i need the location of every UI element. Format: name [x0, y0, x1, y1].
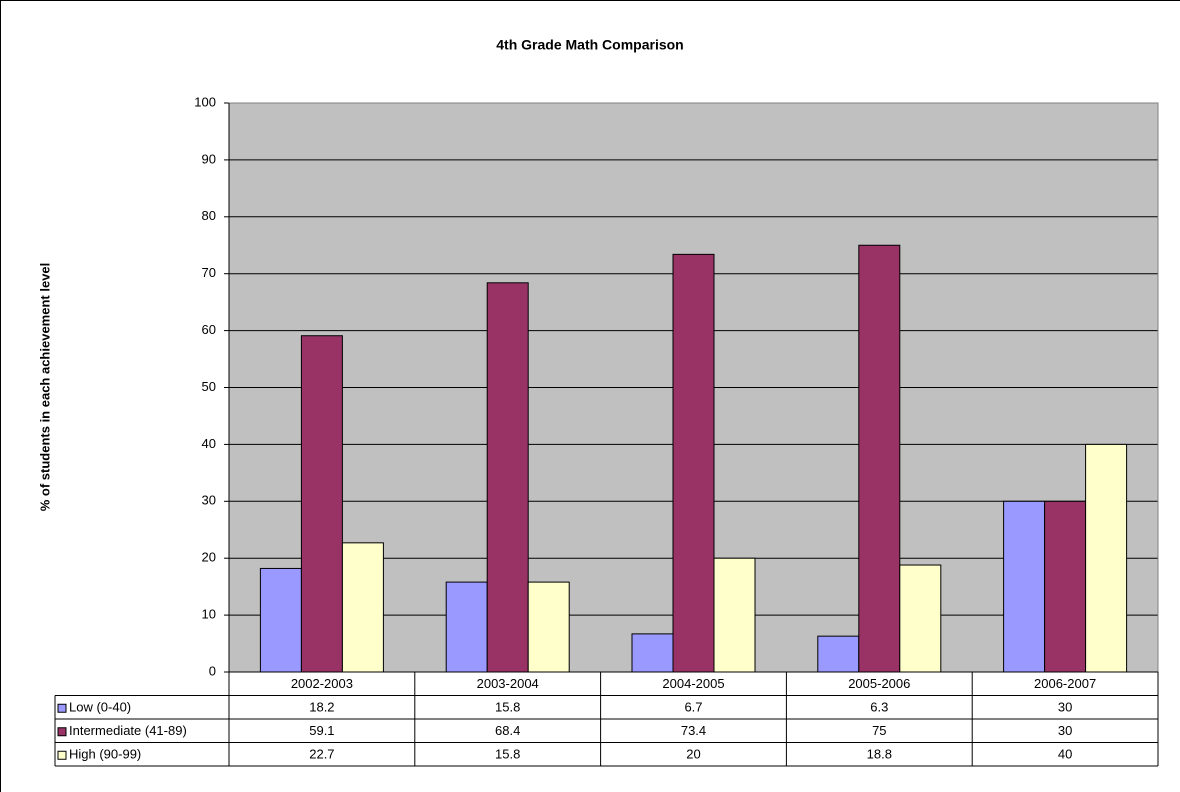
y-tick-label: 30: [202, 493, 216, 508]
bar: [1044, 500, 1087, 673]
legend-label: Low (0-40): [69, 700, 131, 715]
x-tick-label: 2005-2006: [848, 676, 910, 691]
x-tick-label: 2003-2004: [477, 676, 539, 691]
x-tick-label: 2002-2003: [291, 676, 353, 691]
y-tick-label: 20: [202, 550, 216, 565]
y-tick-label: 0: [209, 663, 216, 678]
table-value: 18.8: [867, 747, 892, 762]
y-axis-label: % of students in each achievement level: [37, 263, 52, 512]
y-tick-label: 60: [202, 322, 216, 337]
table-value: 75: [872, 723, 886, 738]
legend-key: [57, 727, 67, 737]
table-value: 6.7: [684, 700, 702, 715]
bar: [858, 244, 901, 673]
bar: [486, 282, 529, 673]
bar: [1003, 500, 1046, 673]
y-tick-label: 10: [202, 607, 216, 622]
bar: [300, 335, 343, 673]
bar: [1085, 443, 1128, 673]
y-tick-label: 70: [202, 265, 216, 280]
table-value: 20: [686, 747, 700, 762]
bar: [817, 635, 860, 673]
bar: [527, 581, 570, 673]
table-value: 22.7: [309, 747, 334, 762]
table-value: 73.4: [681, 723, 706, 738]
bar: [713, 557, 756, 673]
bar: [672, 253, 715, 673]
table-value: 30: [1058, 723, 1072, 738]
table-value: 6.3: [870, 700, 888, 715]
x-tick-label: 2006-2007: [1034, 676, 1096, 691]
table-value: 30: [1058, 700, 1072, 715]
table-value: 15.8: [495, 700, 520, 715]
bar: [259, 567, 302, 673]
table-value: 68.4: [495, 723, 520, 738]
x-tick-label: 2004-2005: [662, 676, 724, 691]
table-value: 18.2: [309, 700, 334, 715]
table-value: 59.1: [309, 723, 334, 738]
chart-title: 4th Grade Math Comparison: [496, 37, 683, 53]
bar: [899, 564, 942, 673]
bar: [445, 581, 488, 673]
legend-label: Intermediate (41-89): [69, 723, 187, 738]
y-tick-label: 80: [202, 208, 216, 223]
y-tick-label: 50: [202, 379, 216, 394]
legend-label: High (90-99): [69, 747, 141, 762]
y-tick-label: 100: [194, 94, 216, 109]
bar: [341, 542, 384, 673]
table-value: 15.8: [495, 747, 520, 762]
y-tick-label: 40: [202, 436, 216, 451]
bar: [631, 633, 674, 673]
table-value: 40: [1058, 747, 1072, 762]
legend-key: [57, 750, 67, 760]
y-tick-label: 90: [202, 151, 216, 166]
legend-key: [57, 703, 67, 713]
